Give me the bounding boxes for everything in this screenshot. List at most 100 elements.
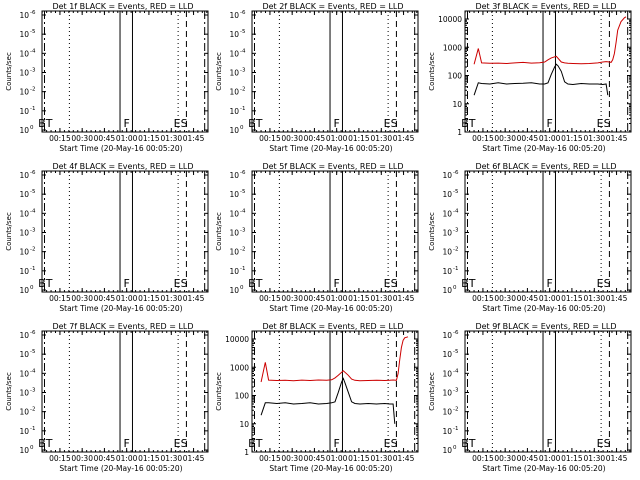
x-tick-label: 00:45 [94,454,116,463]
y-tick-exponent: -5 [453,349,459,355]
plot-frame [251,330,419,453]
panel-det-4: Det 4f BLACK = Events, RED = LLD Counts/s… [5,162,209,313]
x-tick-label: 00:45 [304,294,326,303]
marker-bt: BT [461,437,476,450]
y-tick-label: 10000 [438,15,462,24]
y-tick-label: 10 [19,427,29,436]
x-tick-label: 01:00 [539,294,561,303]
panel-det-3: Det 3f BLACK = Events, RED = LLD Counts/s… [428,2,632,153]
x-tick-label: 00:30 [71,294,93,303]
x-axis-label: Start Time (20-May-16 00:05:20) [482,304,605,313]
series-lld-line [260,336,409,383]
marker-es: ES [597,117,611,130]
y-tick-label: 10 [239,420,249,429]
y-tick-exponent: -3 [30,68,36,74]
x-tick-label: 01:30 [371,134,393,143]
y-tick-label: 1 [457,128,462,137]
y-tick-exponent: -1 [30,266,35,272]
marker-bt: BT [38,117,53,130]
panel-det-8: Det 8f BLACK = Events, RED = LLD Counts/s… [215,322,419,473]
x-tick-label: 01:00 [539,454,561,463]
x-tick-label: 01:15 [348,454,370,463]
x-tick-label: 00:45 [94,294,116,303]
y-tick-label: 10 [442,350,452,359]
y-tick-exponent: -3 [240,228,246,234]
marker-es: ES [384,277,398,290]
x-axis-label: Start Time (20-May-16 00:05:20) [269,304,392,313]
y-tick-label: 10 [229,11,239,20]
y-tick-exponent: 0 [240,125,244,131]
y-tick-label: 10 [442,248,452,257]
panel-title: Det 6f BLACK = Events, RED = LLD [475,162,616,171]
x-tick-label: 00:15 [259,134,281,143]
y-tick-exponent: -3 [453,228,459,234]
x-tick-label: 01:15 [348,134,370,143]
y-axis-label: Counts/sec [428,372,436,411]
x-tick-label: 00:30 [494,294,516,303]
x-tick-label: 01:45 [183,134,205,143]
x-tick-label: 01:15 [138,454,160,463]
y-tick-label: 10 [19,30,29,39]
y-tick-exponent: -2 [30,247,35,253]
y-tick-label: 10 [19,88,29,97]
y-tick-label: 10 [229,69,239,78]
marker-es: ES [597,437,611,450]
y-tick-label: 10 [19,69,29,78]
marker-es: ES [597,277,611,290]
x-axis-label: Start Time (20-May-16 00:05:20) [59,464,182,473]
y-tick-exponent: -4 [453,368,459,374]
y-tick-label: 10 [19,11,29,20]
y-tick-label: 10 [19,369,29,378]
y-tick-exponent: -2 [30,87,35,93]
y-tick-label: 10 [442,427,452,436]
x-tick-label: 00:15 [472,294,494,303]
y-tick-label: 10 [19,49,29,58]
x-tick-label: 01:00 [116,134,138,143]
y-tick-label: 10 [19,126,29,135]
x-tick-label: 00:30 [281,294,303,303]
y-axis-label: Counts/sec [428,212,436,251]
y-tick-exponent: -5 [30,189,36,195]
marker-f: F [123,437,129,450]
y-tick-exponent: -4 [453,208,459,214]
y-tick-exponent: -6 [453,170,459,176]
x-tick-label: 00:30 [71,134,93,143]
y-tick-label: 10 [229,286,239,295]
x-tick-label: 01:15 [561,454,583,463]
panel-det-1: Det 1f BLACK = Events, RED = LLD Counts/s… [5,2,209,153]
marker-bt: BT [248,277,263,290]
y-tick-exponent: -2 [453,247,458,253]
y-tick-label: 10 [442,369,452,378]
y-tick-label: 10 [19,209,29,218]
marker-f: F [123,117,129,130]
plot-frame [41,330,209,453]
y-tick-label: 10 [19,286,29,295]
y-tick-label: 10 [442,286,452,295]
marker-es: ES [384,117,398,130]
plot-frame [464,10,632,133]
y-tick-label: 10 [442,408,452,417]
x-tick-label: 01:30 [584,134,606,143]
y-tick-label: 1000 [443,43,462,52]
y-tick-label: 10 [19,331,29,340]
y-tick-exponent: -5 [453,189,459,195]
y-tick-label: 10 [442,229,452,238]
y-tick-exponent: -1 [240,266,245,272]
y-tick-label: 10 [19,267,29,276]
y-tick-exponent: -2 [453,407,458,413]
x-tick-label: 01:30 [371,454,393,463]
marker-es: ES [174,117,188,130]
x-tick-label: 01:45 [393,134,415,143]
panel-title: Det 7f BLACK = Events, RED = LLD [52,322,193,331]
plot-frame [251,10,419,133]
x-tick-label: 01:45 [606,454,628,463]
x-tick-label: 00:45 [94,134,116,143]
marker-bt: BT [38,437,53,450]
marker-es: ES [174,437,188,450]
y-tick-label: 10 [229,229,239,238]
y-tick-exponent: -1 [30,106,35,112]
y-tick-label: 10 [229,190,239,199]
y-tick-exponent: -1 [30,426,35,432]
x-tick-label: 00:45 [304,134,326,143]
x-tick-label: 01:30 [371,294,393,303]
